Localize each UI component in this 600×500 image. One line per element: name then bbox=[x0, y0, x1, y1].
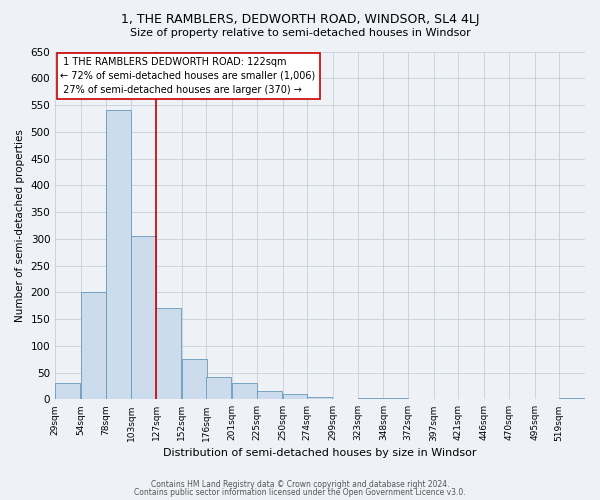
Bar bbox=[106, 110, 131, 400]
Text: Size of property relative to semi-detached houses in Windsor: Size of property relative to semi-detach… bbox=[130, 28, 470, 38]
Bar bbox=[81, 292, 106, 400]
Bar bbox=[383, 398, 409, 400]
Bar bbox=[182, 359, 206, 400]
Text: 1 THE RAMBLERS DEDWORTH ROAD: 122sqm
← 72% of semi-detached houses are smaller (: 1 THE RAMBLERS DEDWORTH ROAD: 122sqm ← 7… bbox=[61, 56, 316, 94]
Y-axis label: Number of semi-detached properties: Number of semi-detached properties bbox=[15, 129, 25, 322]
Bar bbox=[283, 394, 307, 400]
Bar bbox=[206, 377, 232, 400]
Bar bbox=[131, 236, 156, 400]
Bar bbox=[559, 398, 584, 400]
Bar bbox=[55, 384, 80, 400]
Bar bbox=[156, 308, 181, 400]
Text: 1, THE RAMBLERS, DEDWORTH ROAD, WINDSOR, SL4 4LJ: 1, THE RAMBLERS, DEDWORTH ROAD, WINDSOR,… bbox=[121, 12, 479, 26]
Text: Contains HM Land Registry data © Crown copyright and database right 2024.: Contains HM Land Registry data © Crown c… bbox=[151, 480, 449, 489]
X-axis label: Distribution of semi-detached houses by size in Windsor: Distribution of semi-detached houses by … bbox=[163, 448, 477, 458]
Bar bbox=[307, 396, 332, 400]
Text: Contains public sector information licensed under the Open Government Licence v3: Contains public sector information licen… bbox=[134, 488, 466, 497]
Bar bbox=[257, 392, 282, 400]
Bar bbox=[358, 398, 383, 400]
Bar bbox=[232, 384, 257, 400]
